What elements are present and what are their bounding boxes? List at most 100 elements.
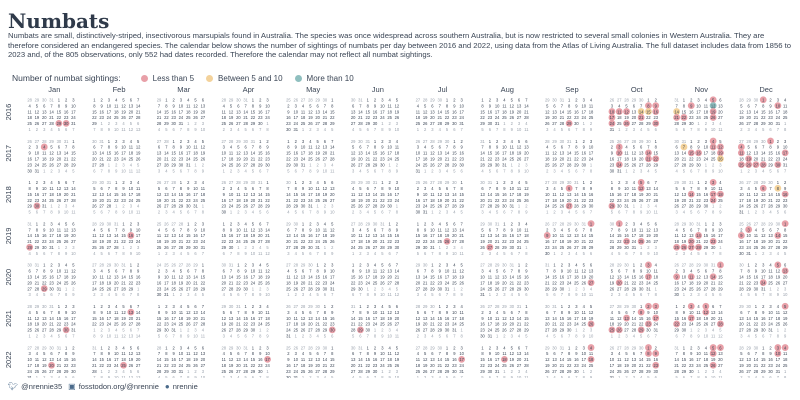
day-label: 19 xyxy=(193,109,198,114)
day-label: 5 xyxy=(611,269,614,274)
day-label: 17 xyxy=(416,156,421,161)
footer-twitter[interactable]: 🐦︎ @nrennie35 xyxy=(8,382,62,391)
day-label: 17 xyxy=(452,316,457,321)
day-label: 8 xyxy=(618,227,621,232)
day-label: 4 xyxy=(237,186,240,191)
day-label: 27 xyxy=(286,263,291,268)
day-label: 4 xyxy=(461,245,464,250)
day-label: 7 xyxy=(266,221,269,226)
day-label: 2 xyxy=(309,127,312,132)
sighting-mid xyxy=(645,108,652,115)
day-label: 30 xyxy=(480,180,485,185)
day-label: 12 xyxy=(711,351,716,356)
day-label: 7 xyxy=(374,186,377,191)
day-label: 5 xyxy=(755,333,758,338)
day-label: 23 xyxy=(574,115,579,120)
footer-mastodon[interactable]: ▣ fosstodon.org/@nrennie xyxy=(68,382,159,391)
day-label: 22 xyxy=(589,239,594,244)
day-label: 10 xyxy=(746,233,751,238)
day-label: 24 xyxy=(617,162,622,167)
day-label: 25 xyxy=(502,115,507,120)
day-label: 11 xyxy=(783,103,788,108)
day-label: 7 xyxy=(108,210,111,215)
day-label: 15 xyxy=(430,274,435,279)
day-label: 27 xyxy=(711,322,716,327)
day-label: 1 xyxy=(618,127,621,132)
day-label: 14 xyxy=(258,192,263,197)
day-label: 2 xyxy=(518,162,521,167)
day-label: 2 xyxy=(65,304,68,309)
sighting-low xyxy=(645,344,652,351)
day-label: 8 xyxy=(324,310,327,315)
day-label: 10 xyxy=(689,310,694,315)
sighting-low xyxy=(645,102,652,110)
day-label: 22 xyxy=(179,198,184,203)
day-label: 9 xyxy=(590,186,593,191)
day-label: 16 xyxy=(99,109,104,114)
day-label: 19 xyxy=(121,316,126,321)
day-label: 20 xyxy=(236,115,241,120)
day-label: 30 xyxy=(624,263,629,268)
day-label: 30 xyxy=(236,345,241,350)
day-label: 7 xyxy=(359,103,362,108)
day-label: 6 xyxy=(331,180,334,185)
day-label: 24 xyxy=(783,156,788,161)
day-label: 2 xyxy=(389,369,392,374)
footer-github[interactable]: ● nrennie xyxy=(165,382,198,391)
day-label: 27 xyxy=(243,162,248,167)
day-label: 27 xyxy=(236,369,241,374)
day-label: 1 xyxy=(461,328,464,333)
day-label: 5 xyxy=(230,292,233,297)
day-label: 31 xyxy=(517,304,522,309)
day-label: 27 xyxy=(27,345,32,350)
day-label: 15 xyxy=(632,274,637,279)
day-label: 7 xyxy=(769,333,772,338)
day-label: 5 xyxy=(187,304,190,309)
day-label: 4 xyxy=(237,375,240,378)
day-label: 10 xyxy=(653,251,658,256)
day-label: 30 xyxy=(502,204,507,209)
legend-swatch-mid xyxy=(206,74,214,82)
day-label: 16 xyxy=(258,109,263,114)
day-label: 6 xyxy=(165,333,168,338)
day-label: 25 xyxy=(27,328,32,333)
day-label: 3 xyxy=(43,180,46,185)
day-label: 31 xyxy=(358,97,363,102)
day-label: 12 xyxy=(423,357,428,362)
day-label: 2 xyxy=(266,139,269,144)
day-label: 20 xyxy=(315,363,320,368)
day-label: 8 xyxy=(690,145,693,150)
day-label: 16 xyxy=(71,357,76,362)
day-label: 23 xyxy=(286,369,291,374)
day-label: 27 xyxy=(746,369,751,374)
day-label: 1 xyxy=(712,204,715,209)
day-label: 5 xyxy=(130,369,133,374)
day-label: 8 xyxy=(93,333,96,338)
day-label: 4 xyxy=(65,263,68,268)
day-label: 20 xyxy=(502,280,507,285)
day-label: 20 xyxy=(71,233,76,238)
day-label: 1 xyxy=(647,97,650,102)
day-label: 5 xyxy=(424,351,427,356)
day-label: 12 xyxy=(121,333,126,338)
day-label: 6 xyxy=(719,97,722,102)
day-label: 13 xyxy=(358,151,363,156)
sighting-low xyxy=(709,96,717,104)
github-icon: ● xyxy=(165,382,170,391)
day-label: 29 xyxy=(293,204,298,209)
day-label: 20 xyxy=(632,363,637,368)
day-label: 25 xyxy=(704,363,709,368)
day-label: 30 xyxy=(323,286,328,291)
day-label: 15 xyxy=(589,233,594,238)
day-label: 25 xyxy=(114,322,119,327)
day-label: 23 xyxy=(171,115,176,120)
day-label: 4 xyxy=(561,227,564,232)
day-label: 4 xyxy=(777,251,780,256)
day-label: 6 xyxy=(655,221,658,226)
day-label: 27 xyxy=(545,180,550,185)
day-label: 31 xyxy=(49,304,54,309)
day-label: 17 xyxy=(495,357,500,362)
day-label: 29 xyxy=(689,162,694,167)
day-label: 30 xyxy=(674,292,679,297)
day-label: 11 xyxy=(574,269,579,274)
